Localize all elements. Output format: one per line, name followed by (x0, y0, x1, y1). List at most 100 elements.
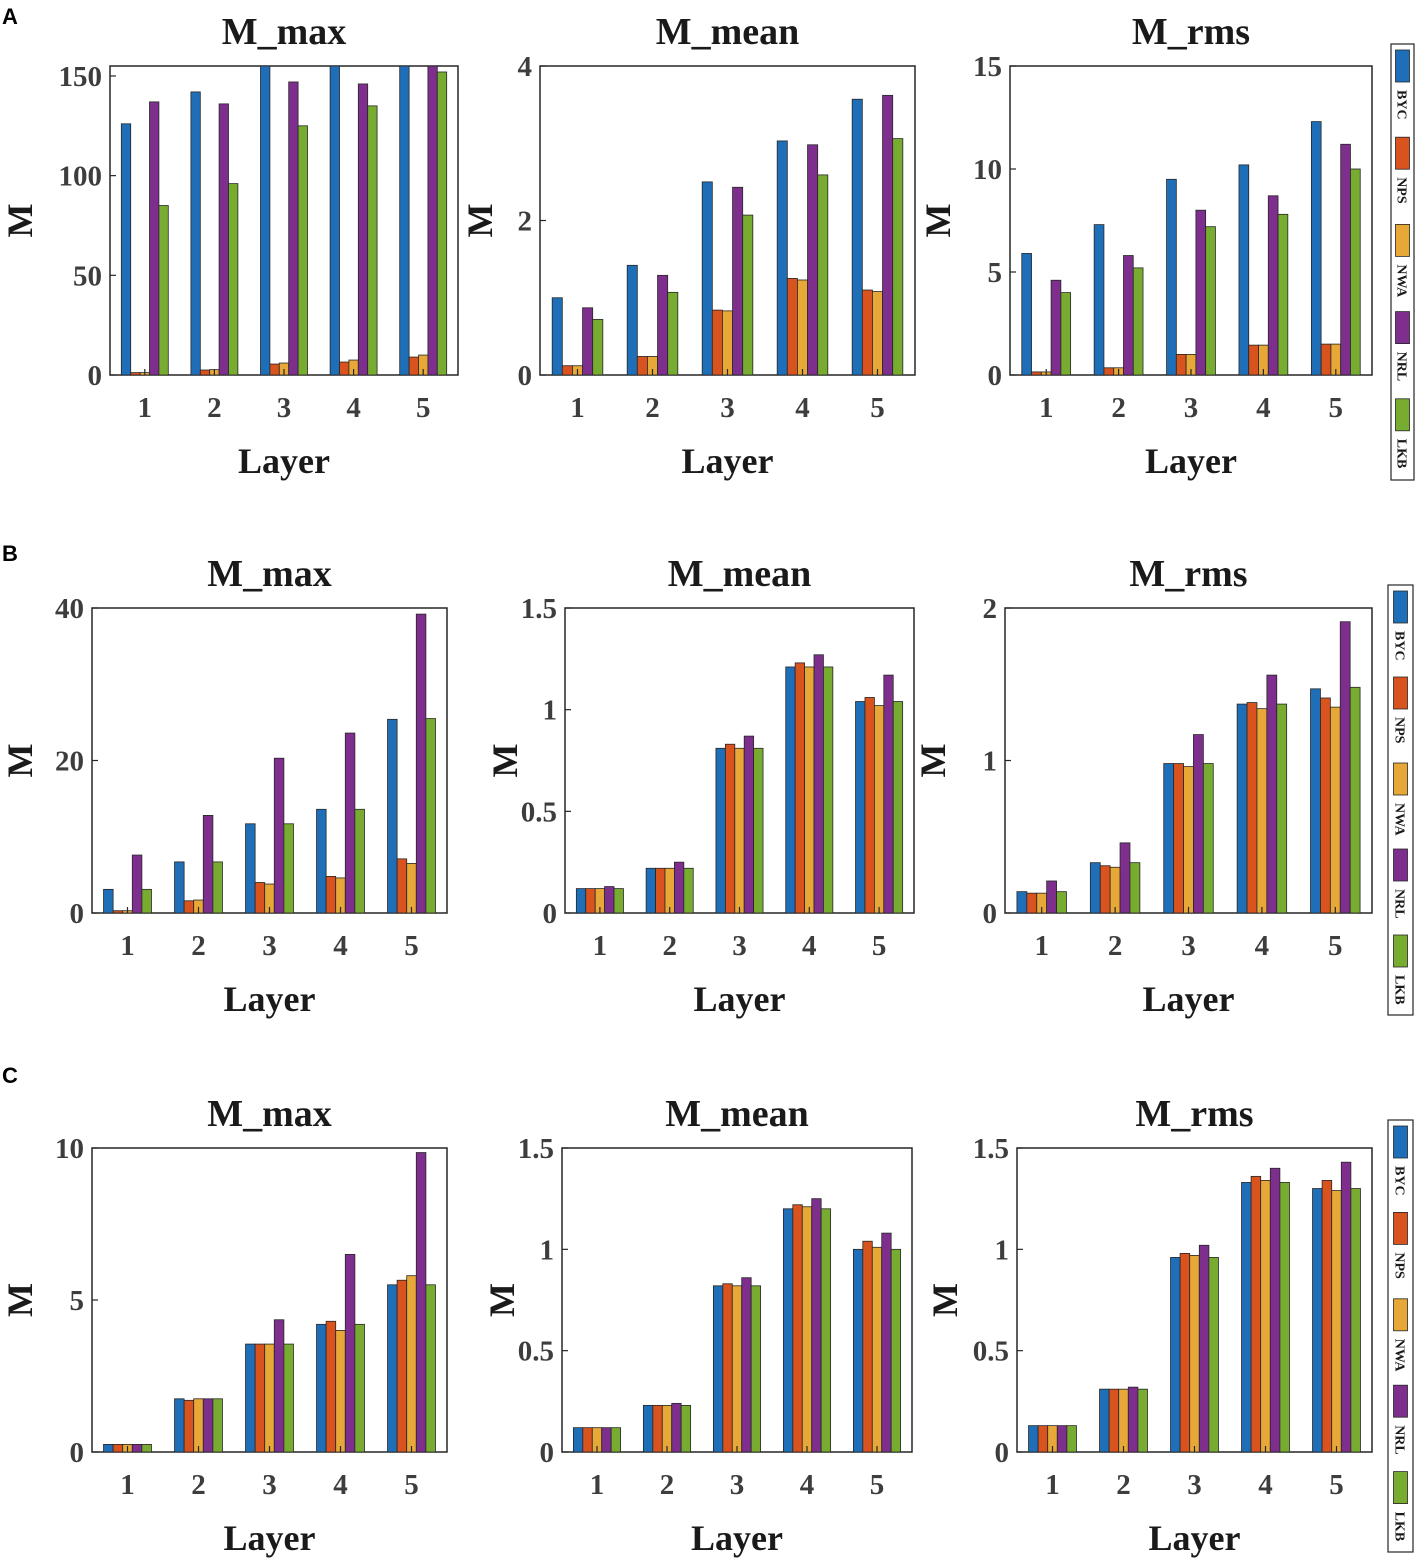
bar-nrl-layer-5 (415, 613, 427, 914)
x-tick-label: 2 (645, 392, 660, 424)
bar-nps-layer-4 (1250, 1175, 1262, 1453)
legend-swatch-lkb (1395, 398, 1410, 432)
x-tick-label: 5 (404, 1469, 419, 1501)
bar-nps-layer-5 (1320, 343, 1332, 376)
bar-byc-layer-2 (1093, 224, 1105, 376)
bar-byc-layer-5 (851, 98, 863, 376)
bar-nwa-layer-5 (872, 291, 883, 376)
legend-row-b: BYC NPS NWA NRL LKB (1387, 584, 1414, 1016)
bar-lkb-layer-2 (683, 867, 694, 914)
x-tick-label: 1 (1039, 392, 1054, 424)
bar-byc-layer-2 (174, 861, 185, 914)
bar-nrl-layer-1 (604, 886, 615, 914)
chart-title: M_max (222, 11, 347, 53)
x-tick-label: 4 (1255, 930, 1270, 962)
bar-byc-layer-3 (701, 181, 713, 376)
chart-C-m-rms: 0 0.5 1 1.5 1 2 3 4 5 M_rms Layer M (925, 1093, 1373, 1558)
chart-title: M_rms (1132, 11, 1250, 53)
bar-nps-layer-2 (199, 369, 211, 376)
bar-nrl-layer-3 (273, 1319, 285, 1453)
bar-lkb-layer-2 (667, 291, 679, 376)
y-tick-label: 1 (540, 1234, 555, 1266)
chart-B-m-max: 0 20 40 1 2 3 4 5 M_max Layer M (0, 553, 448, 1019)
legend-label-nps: NPS (1394, 177, 1409, 204)
bar-lkb-layer-1 (1056, 891, 1067, 914)
bar-nps-layer-4 (786, 278, 798, 376)
bar-nrl-layer-2 (671, 1402, 682, 1453)
bar-nps-layer-2 (183, 900, 195, 914)
bar-byc-layer-2 (190, 91, 201, 376)
bar-nrl-layer-3 (741, 1277, 752, 1453)
bar-nrl-layer-1 (131, 854, 143, 914)
bar-nps-layer-1 (112, 910, 124, 914)
chart-title: M_rms (1135, 1093, 1253, 1135)
bar-nrl-layer-4 (344, 1254, 356, 1453)
x-tick-label: 1 (1034, 930, 1049, 962)
x-tick-label: 5 (870, 1469, 885, 1501)
bar-nps-layer-1 (130, 372, 141, 376)
x-tick-label: 5 (416, 392, 431, 424)
bar-nps-layer-3 (722, 1283, 733, 1453)
x-tick-label: 3 (732, 930, 747, 962)
x-axis-label: Layer (694, 979, 786, 1019)
chart-title: M_mean (665, 1093, 809, 1135)
bar-lkb-layer-3 (753, 747, 764, 914)
bar-nps-layer-3 (1175, 353, 1187, 376)
x-tick-label: 3 (1187, 1469, 1202, 1501)
legend-swatch-nwa (1393, 762, 1408, 796)
bar-lkb-layer-2 (680, 1404, 692, 1453)
bar-byc-layer-4 (316, 1323, 327, 1453)
x-tick-label: 1 (593, 930, 608, 962)
bar-nps-layer-3 (1173, 763, 1184, 914)
bar-lkb-layer-3 (283, 823, 294, 914)
x-axis-label: Layer (238, 441, 330, 481)
bar-nps-layer-5 (1321, 1180, 1333, 1453)
bar-nwa-layer-2 (664, 867, 675, 914)
bar-nrl-layer-2 (674, 861, 685, 914)
y-axis-label: M (460, 204, 500, 238)
x-tick-label: 4 (333, 1469, 348, 1501)
bar-lkb-layer-4 (817, 174, 829, 376)
x-tick-label: 2 (662, 930, 677, 962)
bar-lkb-layer-1 (158, 205, 169, 376)
bar-nrl-layer-5 (882, 94, 894, 376)
x-tick-label: 2 (660, 1469, 675, 1501)
bar-nwa-layer-2 (193, 1398, 204, 1453)
bar-lkb-layer-3 (742, 214, 754, 376)
bar-byc-layer-1 (551, 297, 563, 376)
bar-nps-layer-4 (1248, 344, 1259, 376)
bar-byc-layer-4 (1241, 1182, 1252, 1453)
bar-nps-layer-1 (1031, 371, 1042, 376)
bar-nrl-layer-4 (807, 144, 819, 376)
y-tick-label: 50 (73, 260, 102, 292)
legend-label-nrl: NRL (1392, 1425, 1407, 1455)
bar-byc-layer-3 (1170, 1257, 1181, 1453)
bar-lkb-layer-5 (1350, 1188, 1361, 1453)
y-axis-label: M (0, 204, 40, 238)
bar-nwa-layer-4 (797, 279, 808, 376)
legend-swatch-nps (1393, 1212, 1408, 1245)
bar-nrl-layer-1 (149, 101, 160, 376)
bar-lkb-layer-2 (1132, 267, 1144, 376)
bar-nrl-layer-1 (131, 1444, 143, 1453)
chart-B-m-rms: 0 1 2 1 2 3 4 5 M_rms Layer M (913, 553, 1373, 1019)
x-axis-label: Layer (682, 441, 774, 481)
bar-nwa-layer-2 (1109, 866, 1121, 914)
legend-row-c: BYC NPS NWA NRL LKB (1387, 1119, 1414, 1553)
x-tick-label: 4 (1258, 1469, 1273, 1501)
y-tick-label: 0 (518, 360, 533, 392)
bar-nrl-layer-4 (813, 654, 824, 914)
bar-lkb-layer-4 (367, 105, 378, 376)
bar-nps-layer-2 (1099, 865, 1111, 914)
bar-nrl-layer-1 (1050, 279, 1062, 376)
x-tick-label: 4 (800, 1469, 815, 1501)
y-tick-label: 1.5 (973, 1133, 1009, 1165)
bar-nrl-layer-2 (657, 274, 669, 376)
x-tick-label: 1 (138, 392, 153, 424)
bar-nwa-layer-5 (406, 863, 417, 914)
x-tick-label: 5 (1329, 1469, 1344, 1501)
bar-lkb-layer-4 (354, 808, 365, 914)
x-tick-label: 5 (404, 930, 419, 962)
bar-nrl-layer-5 (1340, 1161, 1352, 1453)
x-tick-label: 3 (1181, 930, 1196, 962)
